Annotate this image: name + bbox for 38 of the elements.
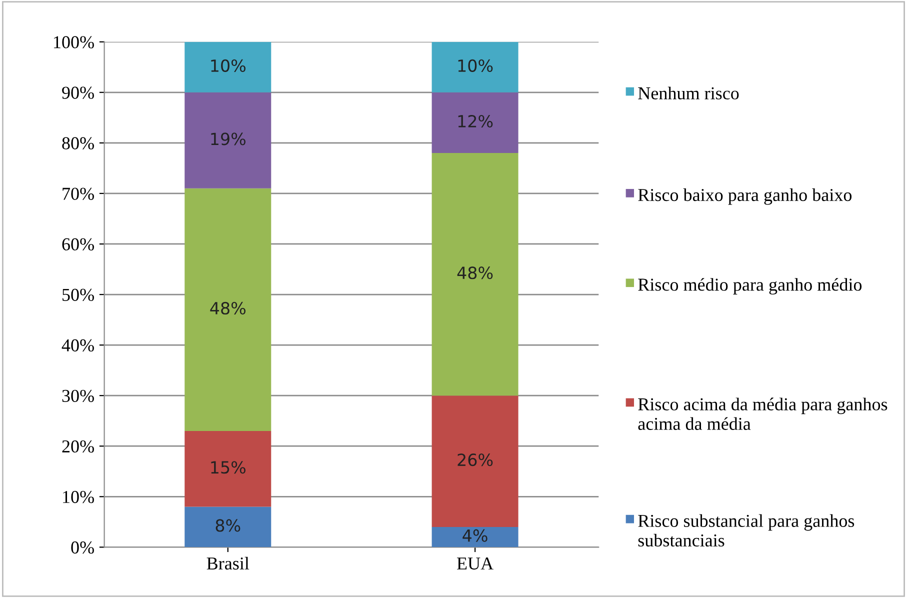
bar bbox=[184, 188, 272, 431]
y-tick-label: 90% bbox=[62, 86, 94, 99]
bar bbox=[432, 153, 518, 396]
legend-label: Risco substancial para ganhos substanciais bbox=[638, 514, 854, 547]
bar bbox=[432, 92, 518, 154]
legend-label: Risco médio para ganho médio bbox=[638, 278, 862, 295]
y-tick-label: 60% bbox=[62, 238, 94, 250]
y-tick-label: 40% bbox=[62, 339, 94, 352]
bar bbox=[184, 42, 272, 92]
y-tick-label: 50% bbox=[62, 288, 94, 302]
bar bbox=[432, 42, 518, 92]
y-tick-label: 0% bbox=[71, 541, 94, 554]
bar bbox=[184, 506, 272, 548]
y-tick-label: 20% bbox=[62, 440, 94, 453]
bar bbox=[432, 526, 518, 548]
bar bbox=[184, 92, 272, 188]
y-tick-label: 80% bbox=[62, 137, 94, 150]
data-label: 4% bbox=[462, 529, 488, 542]
data-label: 19% bbox=[211, 132, 246, 146]
data-label: 26% bbox=[458, 453, 493, 466]
data-label: 8% bbox=[216, 519, 240, 532]
bar bbox=[184, 430, 272, 507]
data-label: 10% bbox=[211, 59, 246, 72]
legend-label: Nenhum risco bbox=[638, 86, 739, 100]
x-tick-label: Brasil bbox=[206, 556, 250, 570]
legend-label: Risco baixo para ganho baixo bbox=[638, 188, 852, 205]
y-tick-label: 30% bbox=[62, 390, 94, 402]
data-label: 48% bbox=[457, 266, 493, 280]
x-tick-label: EUA bbox=[457, 558, 494, 570]
y-tick-label: 100% bbox=[54, 36, 94, 48]
y-tick-label: 70% bbox=[62, 188, 94, 200]
y-tick-label: 10% bbox=[63, 490, 94, 504]
data-label: 48% bbox=[210, 302, 246, 315]
bar bbox=[432, 396, 518, 527]
data-label: 10% bbox=[458, 59, 493, 72]
data-label: 12% bbox=[458, 114, 493, 128]
data-label: 15% bbox=[211, 461, 246, 474]
legend-label: Risco acima da média para ganhos acima da média bbox=[638, 398, 888, 430]
